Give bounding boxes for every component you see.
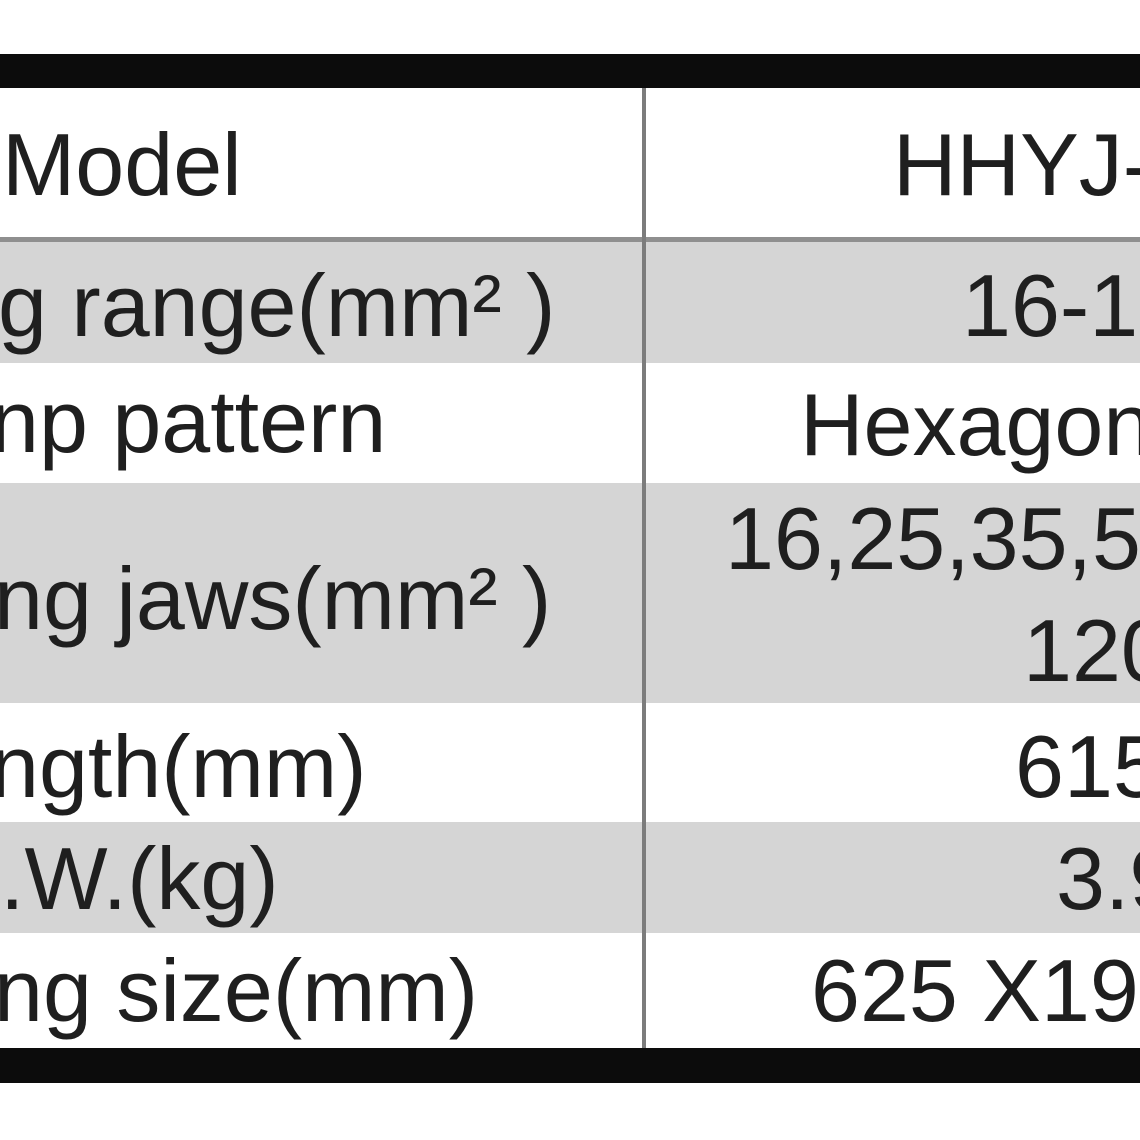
row-shading-5 [0,822,1140,933]
row-length-label: ngth(mm) [0,717,367,816]
row-shading-1 [0,242,1140,363]
row-pattern-value: Hexagon [800,375,1140,474]
row-packing-value: 625 X19 [811,941,1139,1040]
row-packing-label: ng size(mm) [0,941,479,1040]
row-jaws-label: ng jaws(mm² ) [0,549,552,648]
row-jaws-value-line2: 120 [1023,601,1140,700]
table-top-border [0,54,1140,88]
header-separator-line [0,237,1140,242]
row-length-value: 615 [1015,717,1140,816]
header-model-value: HHYJ- [893,115,1140,214]
row-range-value: 16-1 [962,256,1139,355]
row-weight-value: 3.9 [1056,829,1140,928]
row-pattern-label: np pattern [0,372,387,471]
header-model-label: Model [2,115,242,214]
table-bottom-border [0,1048,1140,1083]
row-range-label: g range(mm² ) [0,256,556,355]
row-weight-label: .W.(kg) [0,829,279,928]
row-shading-3 [0,483,1140,703]
row-jaws-value-line1: 16,25,35,5 [725,489,1140,588]
column-divider-line [642,88,646,1048]
